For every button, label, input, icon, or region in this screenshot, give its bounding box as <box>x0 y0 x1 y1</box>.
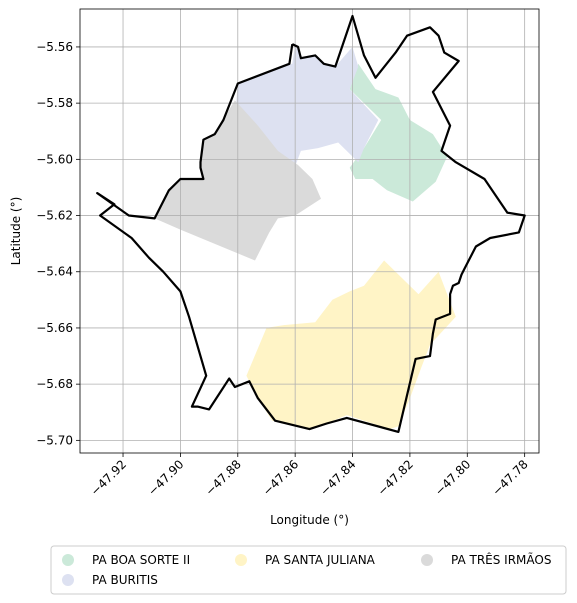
legend-marker <box>62 574 74 586</box>
y-tick-label: −5.70 <box>36 433 73 447</box>
legend: PA BOA SORTE II PA BURITIS PA SANTA JULIAN… <box>50 545 567 595</box>
legend-label: PA SANTA JULIANA <box>265 553 376 567</box>
legend-marker <box>62 554 74 566</box>
boundary-layer <box>96 14 526 433</box>
y-tick-label: −5.58 <box>36 96 73 110</box>
legend-label: PA BOA SORTE II <box>92 553 190 567</box>
legend-item-pa-buritis: PA BURITIS <box>62 573 158 587</box>
x-axis-label: Longitude (°) <box>270 513 349 527</box>
legend-label: PA TRÊS IRMÃOS <box>451 552 551 567</box>
legend-label: PA BURITIS <box>92 573 158 587</box>
y-tick-label: −5.66 <box>36 321 73 335</box>
region-pa-santa-juliana <box>246 260 456 430</box>
legend-item-pa-tres-irmaos: PA TRÊS IRMÃOS <box>421 552 551 567</box>
y-axis-ticks: −5.56 −5.58 −5.60 −5.62 −5.64 −5.66 −5.68 −5.70 <box>36 40 80 447</box>
y-tick-label: −5.68 <box>36 377 73 391</box>
y-tick-label: −5.60 <box>36 152 73 166</box>
legend-box <box>50 545 567 595</box>
y-tick-label: −5.62 <box>36 209 73 223</box>
legend-item-pa-boa-sorte-ii: PA BOA SORTE II <box>62 553 190 567</box>
municipality-boundary <box>96 14 526 433</box>
legend-marker <box>235 554 247 566</box>
legend-marker <box>421 554 433 566</box>
y-tick-label: −5.56 <box>36 40 73 54</box>
axes-frame <box>79 8 540 454</box>
y-tick-label: −5.64 <box>36 265 73 279</box>
regions-layer <box>154 44 456 430</box>
y-axis-label: Latitude (°) <box>9 197 23 266</box>
legend-item-pa-santa-juliana: PA SANTA JULIANA <box>235 553 376 567</box>
region-pa-boa-sorte-ii <box>349 63 448 202</box>
